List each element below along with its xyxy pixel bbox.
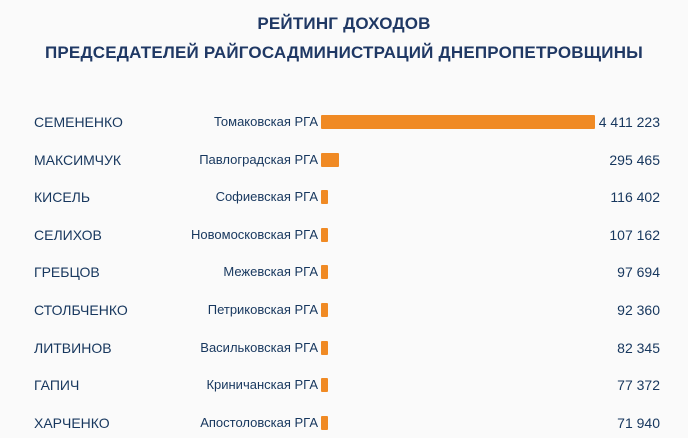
chart-row: ГАПИЧ Криничанская РГА 77 372 [0,370,688,400]
bar [321,152,340,167]
chart-title-line-2: ПРЕДСЕДАТЕЛЕЙ РАЙГОСАДМИНИСТРАЦИЙ ДНЕПРО… [44,43,644,62]
row-region-label: Апостоловская РГА [200,414,318,430]
row-value-label: 71 940 [617,414,660,431]
row-region-label: Софиевская РГА [215,189,318,205]
row-region-label: Томаковская РГА [213,114,318,129]
row-value-label: 77 372 [617,377,660,394]
row-region-label: Павлоградская РГА [199,151,318,167]
bar [321,378,328,393]
row-region-label: Петриковская РГА [207,302,318,317]
row-value-label: 82 345 [617,339,660,356]
row-person-name: СЕМЕНЕНКО [34,114,123,130]
chart-row: ГРЕБЦОВ Межевская РГА 97 694 [0,257,688,287]
bar [321,115,595,129]
row-value-label: 4 411 223 [598,114,660,130]
row-value-label: 107 162 [609,226,660,243]
bar [321,190,329,205]
chart-row: СТОЛБЧЕНКО Петриковская РГА 92 360 [0,295,688,325]
row-person-name: ГРЕБЦОВ [34,264,100,281]
row-region-label: Межевская РГА [223,264,318,280]
chart-title-line-1: РЕЙТИНГ ДОХОДОВ [257,14,431,33]
row-person-name: СЕЛИХОВ [34,226,102,243]
chart-row: ХАРЧЕНКО Апостоловская РГА 71 940 [0,408,688,438]
row-person-name: МАКСИМЧУК [34,151,122,168]
chart-row: ЛИТВИНОВ Васильковская РГА 82 345 [0,333,688,363]
bar [321,340,328,355]
chart-row: СЕМЕНЕНКО Томаковская РГА 4 411 223 [0,107,688,137]
bar [321,303,328,317]
chart-row: СЕЛИХОВ Новомосковская РГА 107 162 [0,220,688,250]
bar [321,265,328,280]
row-person-name: КИСЕЛЬ [34,189,91,206]
row-person-name: ХАРЧЕНКО [34,414,110,431]
row-person-name: ЛИТВИНОВ [34,339,112,356]
chart-row: КИСЕЛЬ Софиевская РГА 116 402 [0,182,688,212]
row-value-label: 116 402 [610,189,660,206]
chart-row: МАКСИМЧУК Павлоградская РГА 295 465 [0,145,688,175]
row-region-label: Васильковская РГА [200,339,318,355]
bar [321,227,328,242]
row-person-name: СТОЛБЧЕНКО [34,302,128,318]
row-value-label: 295 465 [609,151,660,168]
row-value-label: 92 360 [617,302,660,318]
row-region-label: Новомосковская РГА [191,226,318,242]
row-value-label: 97 694 [617,264,660,281]
bar [321,415,328,430]
row-region-label: Криничанская РГА [206,377,318,393]
row-person-name: ГАПИЧ [34,377,80,394]
